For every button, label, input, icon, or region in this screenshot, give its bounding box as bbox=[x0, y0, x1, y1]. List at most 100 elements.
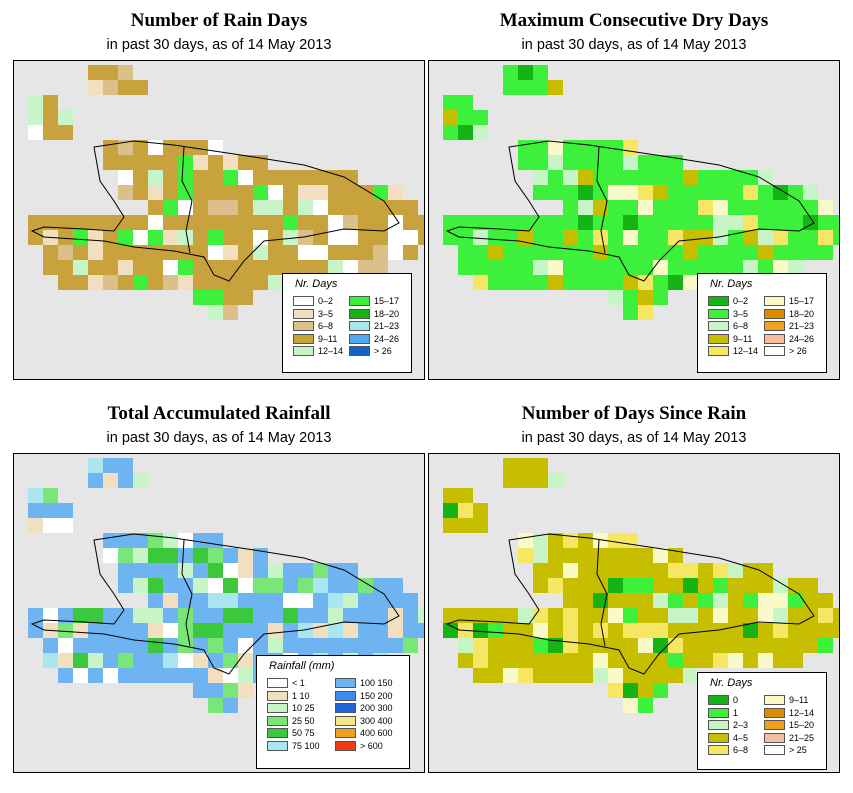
legend-item: > 600 bbox=[335, 740, 383, 752]
grid-cell bbox=[623, 578, 638, 593]
grid-cell bbox=[178, 140, 193, 155]
grid-cell bbox=[518, 473, 533, 488]
grid-cell bbox=[58, 518, 73, 533]
grid-cell bbox=[118, 608, 133, 623]
grid-cell bbox=[683, 260, 698, 275]
grid-cell bbox=[313, 215, 328, 230]
grid-cell bbox=[163, 578, 178, 593]
grid-cell bbox=[518, 260, 533, 275]
grid-cell bbox=[328, 230, 343, 245]
legend-swatch bbox=[708, 695, 729, 705]
grid-cell bbox=[328, 215, 343, 230]
grid-cell bbox=[73, 608, 88, 623]
grid-cell bbox=[683, 653, 698, 668]
grid-cell bbox=[578, 563, 593, 578]
grid-cell bbox=[683, 230, 698, 245]
grid-cell bbox=[283, 200, 298, 215]
grid-cell bbox=[683, 593, 698, 608]
grid-cell bbox=[563, 275, 578, 290]
grid-cell bbox=[193, 683, 208, 698]
grid-cell bbox=[443, 518, 458, 533]
grid-cell bbox=[698, 593, 713, 608]
grid-cell bbox=[653, 638, 668, 653]
grid-cell bbox=[373, 260, 388, 275]
grid-cell bbox=[88, 260, 103, 275]
grid-cell bbox=[698, 245, 713, 260]
panel-days-since-rain: Number of Days Since Rain in past 30 day… bbox=[428, 393, 840, 773]
grid-cell bbox=[193, 155, 208, 170]
legend-swatch bbox=[293, 321, 314, 331]
grid-cell bbox=[103, 653, 118, 668]
grid-cell bbox=[443, 125, 458, 140]
grid-cell bbox=[193, 140, 208, 155]
grid-cell bbox=[223, 200, 238, 215]
grid-cell bbox=[238, 623, 253, 638]
grid-cell bbox=[563, 593, 578, 608]
legend-label: 9–11 bbox=[733, 333, 753, 344]
grid-cell bbox=[358, 185, 373, 200]
grid-cell bbox=[638, 653, 653, 668]
grid-cell bbox=[758, 623, 773, 638]
grid-cell bbox=[608, 200, 623, 215]
legend-swatch bbox=[335, 678, 356, 688]
legend-label: 24–26 bbox=[789, 333, 815, 344]
grid-cell bbox=[518, 653, 533, 668]
grid-cell bbox=[608, 578, 623, 593]
grid-cell bbox=[178, 653, 193, 668]
grid-cell bbox=[343, 215, 358, 230]
grid-cell bbox=[533, 230, 548, 245]
grid-cell bbox=[638, 698, 653, 713]
grid-cell bbox=[73, 623, 88, 638]
grid-cell bbox=[238, 170, 253, 185]
grid-cell bbox=[728, 563, 743, 578]
grid-cell bbox=[713, 563, 728, 578]
grid-cell bbox=[238, 275, 253, 290]
grid-cell bbox=[163, 230, 178, 245]
grid-cell bbox=[608, 593, 623, 608]
grid-cell bbox=[103, 260, 118, 275]
grid-cell bbox=[653, 608, 668, 623]
grid-cell bbox=[548, 473, 563, 488]
grid-cell bbox=[358, 200, 373, 215]
map-frame: Nr. Days 0–2 3–5 6–8 9–11 12–14 15–17 18–20 21–… bbox=[428, 60, 840, 380]
legend-label: 100 150 bbox=[360, 678, 393, 688]
grid-cell bbox=[503, 230, 518, 245]
grid-cell bbox=[683, 200, 698, 215]
grid-cell bbox=[803, 200, 818, 215]
grid-cell bbox=[503, 638, 518, 653]
legend-item: 15–17 bbox=[349, 296, 399, 307]
grid-cell bbox=[563, 668, 578, 683]
grid-cell bbox=[283, 638, 298, 653]
grid-cell bbox=[548, 668, 563, 683]
legend-swatch bbox=[293, 308, 314, 319]
grid-cell bbox=[88, 65, 103, 80]
grid-cell bbox=[178, 623, 193, 638]
grid-cell bbox=[148, 215, 163, 230]
grid-cell bbox=[443, 230, 458, 245]
grid-cell bbox=[548, 170, 563, 185]
grid-cell bbox=[148, 563, 163, 578]
grid-cell bbox=[163, 200, 178, 215]
panel-rain-days: Number of Rain Days in past 30 days, as … bbox=[13, 0, 425, 380]
grid-cell bbox=[653, 200, 668, 215]
grid-cell bbox=[488, 668, 503, 683]
grid-cell bbox=[533, 533, 548, 548]
grid-cell bbox=[608, 170, 623, 185]
grid-cell bbox=[193, 200, 208, 215]
legend-swatch bbox=[764, 720, 785, 730]
grid-cell bbox=[488, 638, 503, 653]
grid-cell bbox=[713, 578, 728, 593]
grid-cell bbox=[163, 170, 178, 185]
grid-cell bbox=[73, 653, 88, 668]
grid-cell bbox=[208, 275, 223, 290]
grid-cell bbox=[743, 578, 758, 593]
legend-swatch bbox=[764, 745, 785, 755]
grid-cell bbox=[638, 260, 653, 275]
grid-cell bbox=[668, 593, 683, 608]
grid-cell bbox=[178, 230, 193, 245]
grid-cell bbox=[563, 578, 578, 593]
grid-cell bbox=[178, 260, 193, 275]
grid-cell bbox=[788, 245, 803, 260]
grid-cell bbox=[343, 608, 358, 623]
legend-swatch bbox=[708, 333, 729, 344]
